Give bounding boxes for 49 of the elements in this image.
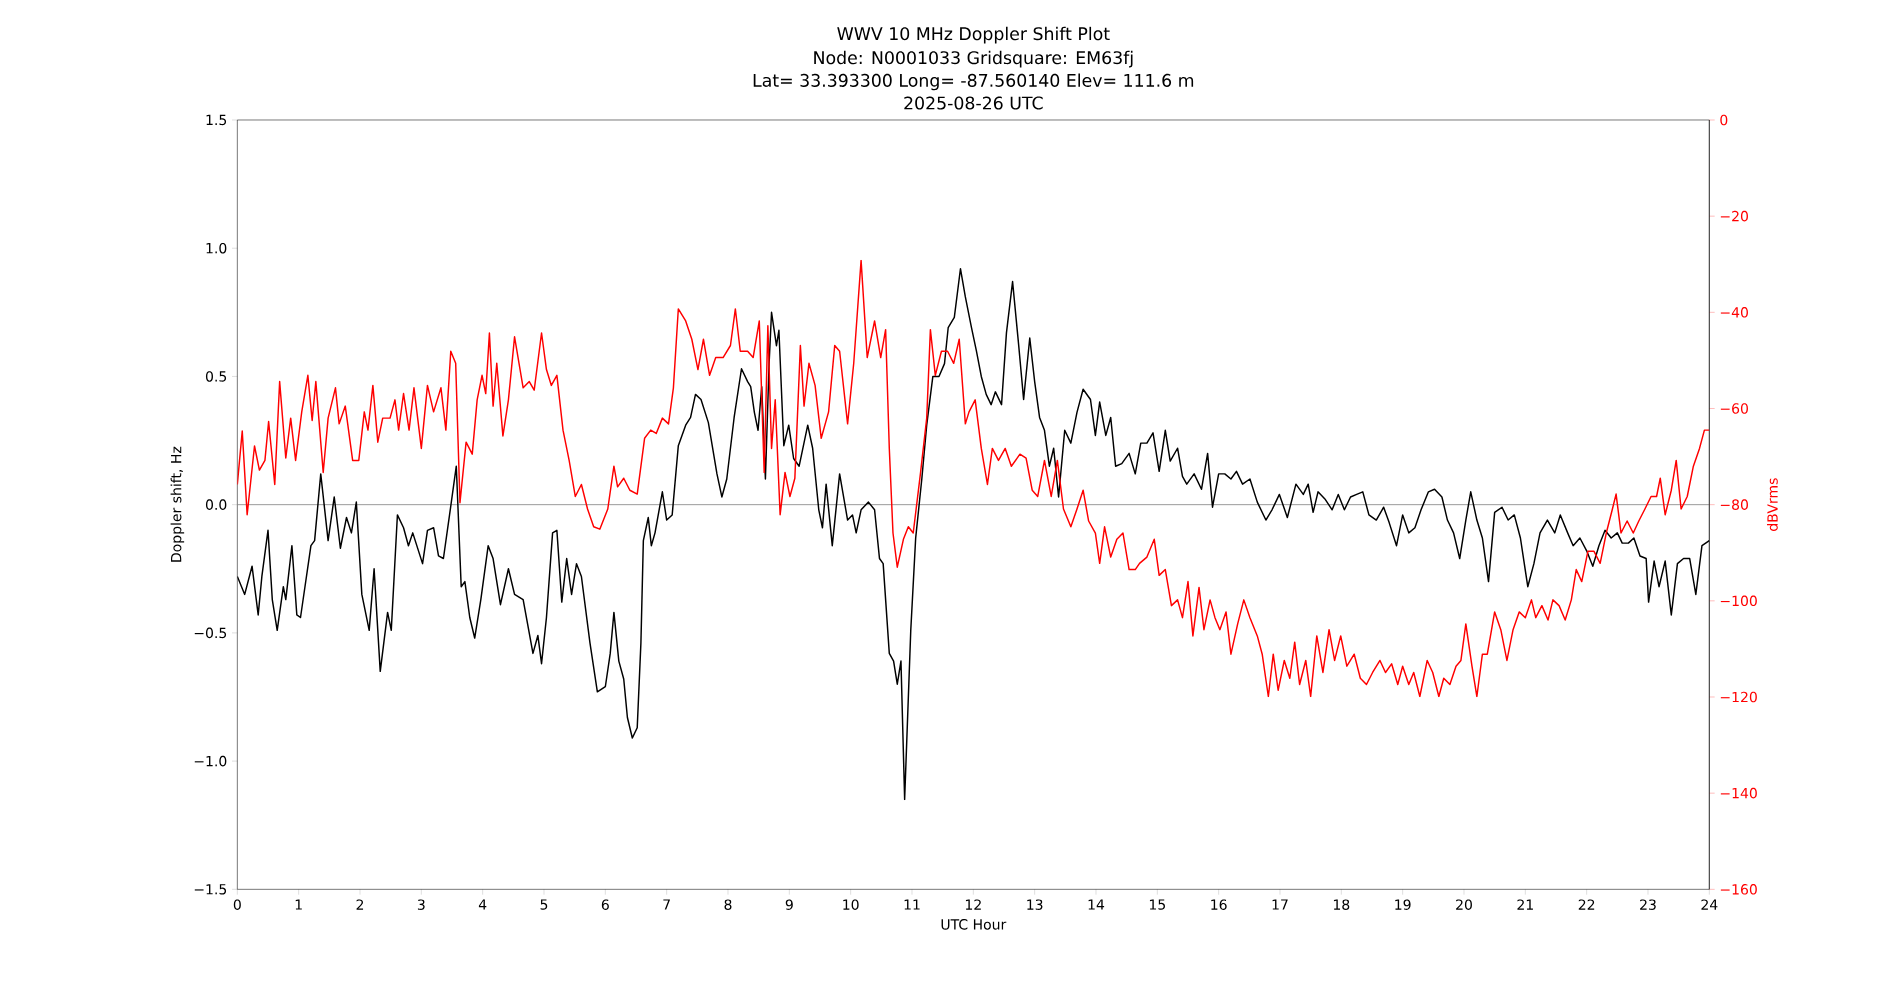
x-axis-title: UTC Hour bbox=[941, 919, 1007, 930]
x-tick-label: 3 bbox=[417, 899, 425, 910]
chart-subtitle: Node: N0001033 Gridsquare: EM63fj bbox=[814, 50, 1133, 68]
y2-tick-label: 0 bbox=[1720, 114, 1728, 126]
x-tick-label: 24 bbox=[1701, 899, 1718, 910]
x-tick-label: 22 bbox=[1578, 899, 1595, 910]
y2-tick-label: −120 bbox=[1720, 691, 1757, 703]
line-series bbox=[237, 259, 1710, 698]
y-tick-label: 0.0 bbox=[205, 499, 227, 510]
y2-tick-label: −100 bbox=[1720, 595, 1757, 607]
x-tick-label: 10 bbox=[843, 899, 859, 910]
x-tick-label: 19 bbox=[1395, 899, 1411, 910]
x-tick-label: 11 bbox=[904, 899, 920, 910]
y-tick-label: 1.0 bbox=[206, 242, 227, 254]
y-tick-label: −0.5 bbox=[194, 627, 227, 639]
chart-title: WWV 10 MHz Doppler Shift Plot bbox=[837, 26, 1110, 44]
x-tick-label: 6 bbox=[601, 899, 609, 910]
y2-tick-label: −160 bbox=[1720, 884, 1757, 895]
text: 2025-08-26 UTC bbox=[904, 96, 1043, 110]
x-tick-label: 13 bbox=[1027, 899, 1043, 910]
x-tick-label: 2 bbox=[356, 899, 364, 910]
y2-tick-label: −20 bbox=[1720, 210, 1748, 222]
x-tick-label: 5 bbox=[540, 899, 548, 910]
x-tick-label: 9 bbox=[785, 899, 793, 910]
x-tick-label: 12 bbox=[965, 899, 981, 910]
x-tick-label: 16 bbox=[1211, 899, 1227, 910]
x-tick-label: 23 bbox=[1640, 899, 1656, 910]
y-tick-label: 0.5 bbox=[205, 371, 227, 382]
y-tick-label: −1.5 bbox=[194, 884, 227, 895]
x-tick-label: 21 bbox=[1517, 899, 1533, 910]
x-tick-label: 15 bbox=[1149, 899, 1165, 910]
y2-axis-title: dBVrms bbox=[1766, 478, 1778, 531]
x-tick-label: 8 bbox=[724, 899, 732, 910]
y2-tick-label: −60 bbox=[1720, 403, 1748, 414]
x-tick-label: 0 bbox=[233, 899, 241, 910]
x-tick-label: 20 bbox=[1456, 899, 1472, 910]
x-tick-label: 4 bbox=[478, 899, 487, 910]
x-tick-label: 7 bbox=[663, 899, 670, 910]
y2-tick-label: −40 bbox=[1720, 307, 1748, 318]
y-axis-title: Doppler shift, Hz bbox=[170, 446, 185, 562]
x-tick-label: 17 bbox=[1272, 899, 1288, 910]
x-tick-label: 18 bbox=[1333, 899, 1350, 910]
x-tick-label: 1 bbox=[295, 899, 302, 910]
text: Lat= 33.393300 Long= -87.560140 Elev= 111.6 m bbox=[753, 73, 1194, 91]
y-tick-label: −1.0 bbox=[194, 755, 227, 767]
x-tick-label: 14 bbox=[1088, 899, 1105, 910]
y2-tick-label: −140 bbox=[1720, 787, 1757, 799]
y-tick-label: 1.5 bbox=[206, 114, 227, 126]
y2-tick-label: −80 bbox=[1720, 499, 1748, 510]
